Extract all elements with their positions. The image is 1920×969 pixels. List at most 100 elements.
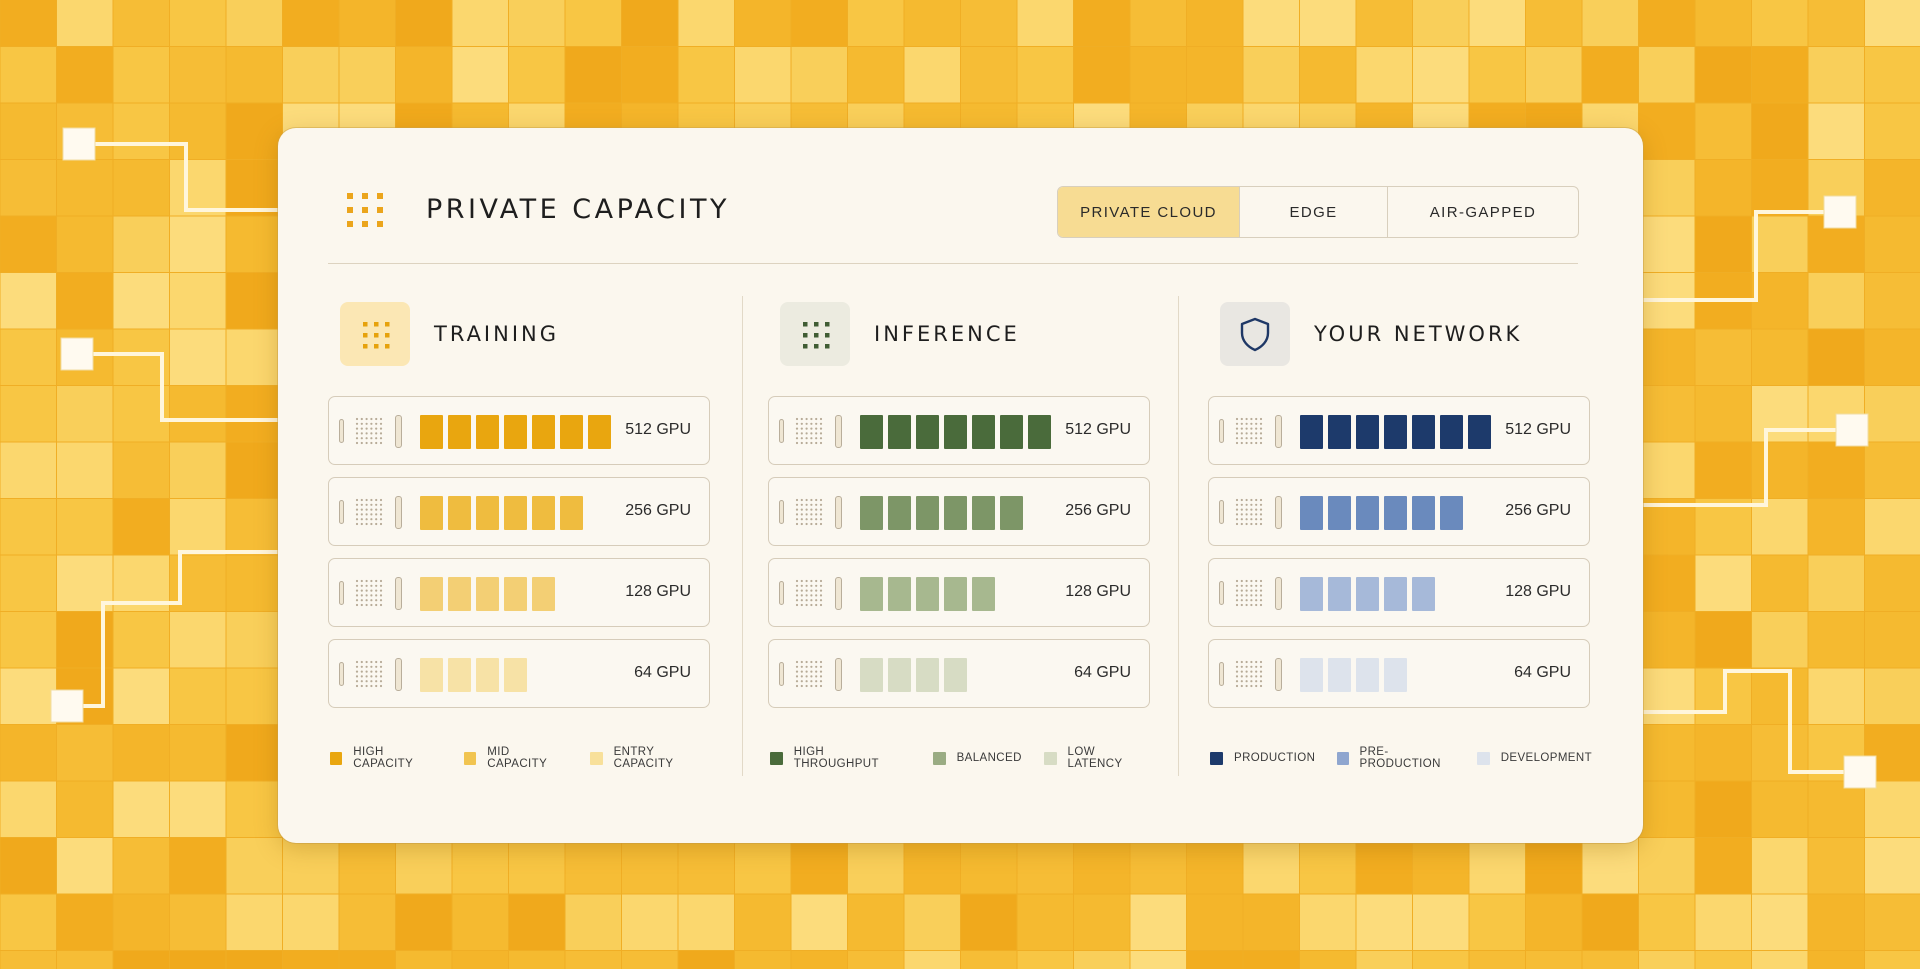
capacity-unit: [476, 658, 499, 692]
column-header: INFERENCE: [768, 302, 1152, 368]
legend-item: HIGH THROUGHPUT: [770, 746, 911, 770]
page-title: PRIVATE CAPACITY: [426, 194, 730, 225]
tier-row[interactable]: 256 GPU: [1208, 477, 1590, 546]
column-title: YOUR NETWORK: [1314, 322, 1523, 346]
legend-label: HIGH CAPACITY: [353, 746, 414, 770]
column-header: YOUR NETWORK: [1208, 302, 1592, 368]
vent-dots-icon: [794, 659, 824, 689]
legend-label: DEVELOPMENT: [1500, 752, 1592, 764]
legend-item: LOW LATENCY: [1043, 746, 1152, 770]
rack-slot-icon: [339, 581, 344, 605]
capacity-unit: [588, 415, 611, 449]
capacity-unit: [1384, 577, 1407, 611]
capacity-unit: [420, 658, 443, 692]
tier-row[interactable]: 512 GPU: [328, 396, 710, 465]
capacity-unit: [420, 577, 443, 611]
vent-dots-icon: [1234, 659, 1264, 689]
rack-slot-icon: [1275, 577, 1282, 610]
tier-row[interactable]: 128 GPU: [1208, 558, 1590, 627]
capacity-bar: [1300, 415, 1491, 449]
legend-item: HIGH CAPACITY: [330, 746, 442, 770]
tier-row[interactable]: 64 GPU: [328, 639, 710, 708]
capacity-unit: [916, 658, 939, 692]
tier-label: 256 GPU: [1505, 502, 1571, 519]
header-divider: [328, 263, 1578, 264]
capacity-bar: [420, 658, 527, 692]
legend-swatch: [330, 751, 343, 765]
capacity-unit: [944, 415, 967, 449]
legend-label: HIGH THROUGHPUT: [793, 746, 879, 770]
rack-slot-icon: [835, 415, 842, 448]
legend: HIGH THROUGHPUT BALANCED LOW LATENCY: [768, 746, 1152, 770]
tier-row[interactable]: 128 GPU: [328, 558, 710, 627]
column-header: TRAINING: [328, 302, 712, 368]
tier-row[interactable]: 64 GPU: [1208, 639, 1590, 708]
rack-slot-icon: [1219, 419, 1224, 443]
capacity-unit: [1384, 496, 1407, 530]
legend-swatch: [770, 751, 783, 765]
legend-item: DEVELOPMENT: [1476, 751, 1592, 765]
rack-slot-icon: [339, 500, 344, 524]
legend: PRODUCTION PRE-PRODUCTION DEVELOPMENT: [1208, 746, 1592, 770]
rack-slot-icon: [835, 496, 842, 529]
rack-slot-icon: [1219, 662, 1224, 686]
capacity-bar: [860, 577, 995, 611]
capacity-unit: [1440, 415, 1463, 449]
rack-slot-icon: [779, 419, 784, 443]
capacity-unit: [1328, 415, 1351, 449]
tier-label: 512 GPU: [1505, 421, 1571, 438]
tier-label: 128 GPU: [1065, 583, 1131, 600]
legend-swatch: [932, 751, 946, 765]
rack-slot-icon: [395, 496, 402, 529]
capacity-unit: [1328, 658, 1351, 692]
legend-item: ENTRY CAPACITY: [590, 746, 712, 770]
legend: HIGH CAPACITY MID CAPACITY ENTRY CAPACIT…: [328, 746, 712, 770]
capacity-unit: [972, 496, 995, 530]
tier-row[interactable]: 64 GPU: [768, 639, 1150, 708]
column-title: TRAINING: [434, 322, 560, 346]
capacity-unit: [1000, 415, 1023, 449]
vent-dots-icon: [1234, 416, 1264, 446]
tier-row[interactable]: 512 GPU: [768, 396, 1150, 465]
tab-private-cloud[interactable]: PRIVATE CLOUD: [1058, 187, 1240, 237]
rack-slot-icon: [1275, 415, 1282, 448]
tier-row[interactable]: 256 GPU: [768, 477, 1150, 546]
capacity-unit: [1468, 415, 1491, 449]
tier-label: 256 GPU: [1065, 502, 1131, 519]
column-title: INFERENCE: [874, 322, 1020, 346]
capacity-unit: [504, 496, 527, 530]
capacity-unit: [1300, 577, 1323, 611]
legend-label: LOW LATENCY: [1067, 746, 1123, 770]
capacity-bar: [420, 415, 611, 449]
vent-dots-icon: [1234, 497, 1264, 527]
capacity-unit: [420, 415, 443, 449]
capacity-unit: [1328, 577, 1351, 611]
tier-row[interactable]: 128 GPU: [768, 558, 1150, 627]
vent-dots-icon: [354, 659, 384, 689]
capacity-unit: [916, 577, 939, 611]
capacity-unit: [1300, 415, 1323, 449]
tier-label: 64 GPU: [1074, 664, 1131, 681]
tier-row[interactable]: 512 GPU: [1208, 396, 1590, 465]
tier-row[interactable]: 256 GPU: [328, 477, 710, 546]
tier-label: 128 GPU: [625, 583, 691, 600]
vent-dots-icon: [354, 497, 384, 527]
capacity-unit: [888, 415, 911, 449]
vent-dots-icon: [794, 497, 824, 527]
capacity-unit: [972, 415, 995, 449]
dot-grid-icon: [347, 193, 383, 227]
tab-air-gapped[interactable]: AIR-GAPPED: [1429, 203, 1537, 221]
capacity-bar: [420, 496, 583, 530]
capacity-unit: [532, 577, 555, 611]
capacity-bar: [860, 496, 1023, 530]
tab-edge[interactable]: EDGE: [1240, 187, 1388, 237]
rack-slot-icon: [1275, 496, 1282, 529]
private-capacity-panel: PRIVATE CAPACITY PRIVATE CLOUD EDGE AIR-…: [278, 128, 1643, 843]
vent-dots-icon: [354, 416, 384, 446]
tier-label: 64 GPU: [1514, 664, 1571, 681]
rack-slot-icon: [395, 415, 402, 448]
capacity-unit: [448, 658, 471, 692]
rack-slot-icon: [835, 658, 842, 691]
column-divider: [742, 296, 743, 776]
capacity-unit: [972, 577, 995, 611]
